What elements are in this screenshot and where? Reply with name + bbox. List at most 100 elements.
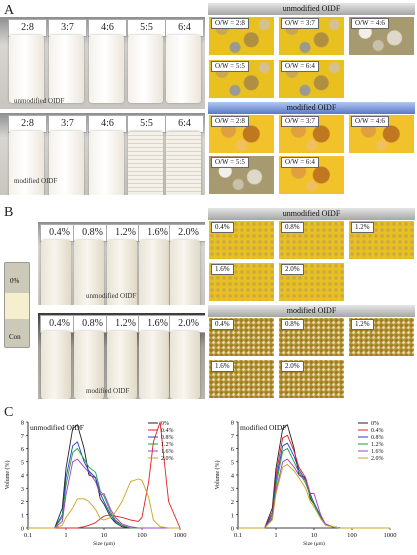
micrograph: 0.4%: [209, 221, 274, 259]
micrograph: 2.0%: [279, 263, 344, 301]
legend-label: 1.2%: [161, 442, 174, 448]
y-tick-label: 8: [21, 420, 24, 427]
series-line-0-4pct: [28, 421, 181, 529]
vial: [170, 240, 200, 305]
legend-label: 0.8%: [371, 435, 384, 441]
control-top-label: 0%: [10, 277, 20, 285]
x-axis-label: Size (μm): [93, 540, 115, 547]
micrograph-label: 2.0%: [281, 264, 304, 275]
photo-caption: modified OIDF: [86, 387, 130, 395]
legend-label: 0%: [161, 421, 169, 427]
micrograph-header: modified OIDF: [208, 102, 415, 114]
x-tick-label: 100: [347, 532, 357, 539]
y-tick-label: 4: [21, 473, 25, 480]
vial: [166, 35, 201, 103]
chart-unmodified-svg: 0 1 2 3 4 5 6 7 8 0.1 1 10 100 1000 Size (μm) Volume (%…: [4, 420, 187, 548]
control-bottom-label: Con: [9, 333, 21, 341]
legend-label: 2.0%: [371, 456, 384, 462]
panel-a-unmodified-photo: 2:8 3:7 4:6 5:5 6:4 unmodified OIDF: [0, 17, 205, 109]
micrograph-label: O/W = 5:5: [211, 157, 249, 168]
micrograph-label: 1.2%: [351, 222, 374, 233]
legend-label: 1.6%: [161, 449, 174, 455]
vial: [49, 35, 84, 103]
series-line-0pct: [238, 424, 390, 529]
vial: [128, 131, 163, 195]
legend-label: 0.4%: [161, 428, 174, 434]
micrograph: 1.2%: [349, 221, 414, 259]
micrograph-label: 2.0%: [281, 361, 304, 372]
series-line-2-0pct: [238, 463, 390, 529]
photo-caption: unmodified OIDF: [14, 97, 65, 105]
micrograph-header: unmodified OIDF: [208, 3, 415, 15]
panel-b-modified-photo: 0.4% 0.8% 1.2% 1.6% 2.0% modified OIDF: [38, 313, 205, 399]
micrograph-label: 1.6%: [211, 361, 234, 372]
micrograph: 0.8%: [279, 221, 344, 259]
legend-label: 0.4%: [371, 428, 384, 434]
y-tick-label: 7: [21, 433, 25, 440]
chart-title: unmodified OIDF: [30, 423, 84, 432]
photo-caption: unmodified OIDF: [86, 292, 137, 300]
x-tick-label: 100: [137, 532, 147, 539]
micrograph-label: 0.8%: [281, 319, 304, 330]
y-tick-label: 0: [231, 526, 234, 533]
micrograph-label: O/W = 3:7: [281, 18, 319, 29]
vial: [107, 240, 137, 305]
y-tick-label: 2: [231, 499, 234, 506]
micrograph-label: O/W = 5:5: [211, 61, 249, 72]
y-tick-label: 5: [21, 459, 24, 466]
y-tick-label: 5: [231, 459, 234, 466]
x-tick-label: 1: [64, 532, 67, 539]
micrograph: 1.6%: [209, 263, 274, 301]
micrograph-label: 0.8%: [281, 222, 304, 233]
chart-modified-svg: 0 1 2 3 4 5 6 7 8 0.1 1 10 100 1000 Size (μm) Volume (%…: [214, 420, 397, 548]
photo-caption: modified OIDF: [14, 177, 58, 185]
y-tick-label: 8: [231, 420, 234, 427]
y-tick-label: 3: [231, 486, 234, 493]
legend-label: 1.6%: [371, 449, 384, 455]
series-line-0-8pct: [238, 442, 390, 529]
series-line-0-8pct: [28, 441, 180, 529]
micrograph: 0.4%: [209, 318, 274, 356]
micrograph: O/W = 2:8: [209, 17, 274, 55]
micrograph: O/W = 4:6: [349, 115, 414, 153]
micrograph: 0.8%: [279, 318, 344, 356]
oil-layer: [5, 293, 29, 319]
vial: [74, 240, 104, 305]
y-tick-label: 6: [21, 446, 25, 453]
legend-label: 0%: [371, 421, 379, 427]
panel-a-letter: A: [4, 3, 15, 18]
micrograph-label: 0.4%: [211, 319, 234, 330]
x-tick-label: 1000: [174, 532, 187, 539]
vial: [9, 35, 44, 103]
micrograph-header: modified OIDF: [208, 305, 415, 317]
micrograph: O/W = 6:4: [279, 156, 344, 194]
x-tick-label: 1000: [384, 532, 397, 539]
micrograph: O/W = 4:6: [349, 17, 414, 55]
x-tick-label: 1: [274, 532, 277, 539]
vial: [139, 331, 169, 399]
series-line-2-0pct: [28, 478, 180, 529]
y-tick-label: 0: [21, 526, 24, 533]
series-line-1-2pct: [238, 448, 390, 529]
y-tick-label: 1: [231, 512, 234, 519]
chart-modified: 0 1 2 3 4 5 6 7 8 0.1 1 10 100 1000 Size (μm) Volume (%…: [210, 410, 415, 550]
micrograph: O/W = 3:7: [279, 115, 344, 153]
y-axis-label: Volume (%): [214, 460, 221, 489]
x-tick-label: 10: [311, 532, 318, 539]
vial: [74, 331, 104, 399]
micrograph-label: O/W = 3:7: [281, 116, 319, 127]
micrograph-label: O/W = 6:4: [281, 61, 319, 72]
micrograph-label: O/W = 6:4: [281, 157, 319, 168]
panel-b-unmodified-photo: 0.4% 0.8% 1.2% 1.6% 2.0% unmodified OIDF: [38, 222, 205, 305]
vial: [9, 131, 44, 195]
micrograph-label: 1.6%: [211, 264, 234, 275]
vial: [41, 240, 71, 305]
legend-label: 2.0%: [161, 456, 174, 462]
chart-unmodified: 0 1 2 3 4 5 6 7 8 0.1 1 10 100 1000 Size (μm) Volume (%…: [0, 410, 205, 550]
micrograph: O/W = 6:4: [279, 60, 344, 98]
micrograph-label: O/W = 4:6: [351, 18, 389, 29]
series-line-1-6pct: [238, 458, 390, 529]
vial: [89, 35, 124, 103]
panel-b-letter: B: [4, 205, 14, 220]
vial: [139, 240, 169, 305]
